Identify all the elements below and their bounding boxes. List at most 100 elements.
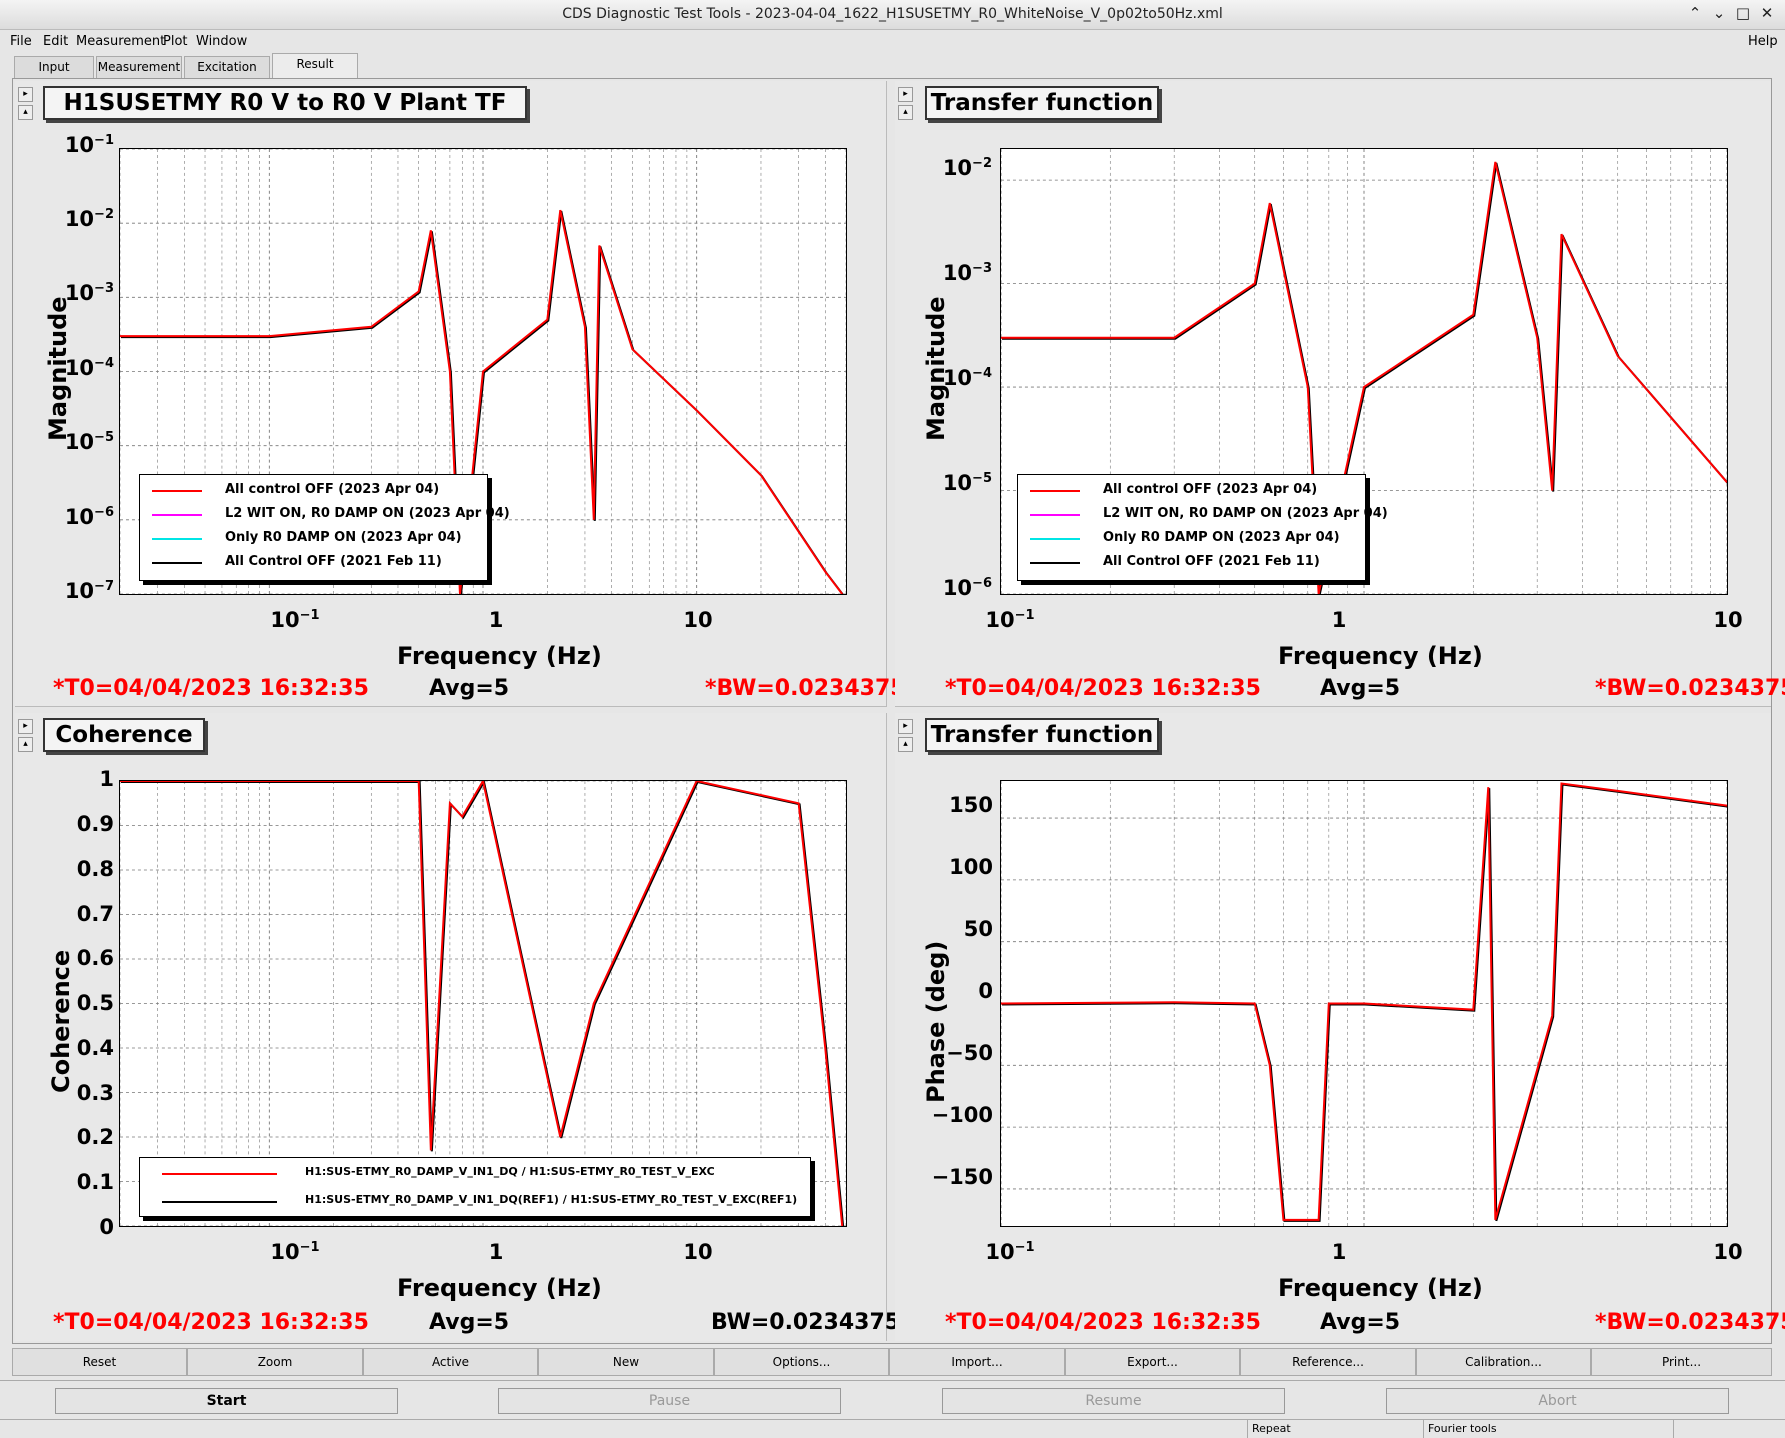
import-button[interactable]: Import...	[889, 1348, 1065, 1376]
menu-measurement[interactable]: Measurement	[76, 34, 166, 49]
tab-excitation[interactable]: Excitation	[184, 56, 270, 78]
result-panel: ▸ ▴ H1SUSETMY R0 V to R0 V Plant TF 10−1…	[12, 78, 1785, 1344]
new-button[interactable]: New	[538, 1348, 714, 1376]
tab-result[interactable]: Result	[272, 53, 358, 78]
pad-expand-icon[interactable]: ▸	[18, 719, 33, 734]
pad-magnitude-left[interactable]: ▸ ▴ H1SUSETMY R0 V to R0 V Plant TF 10−1…	[15, 81, 906, 707]
avg-label: Avg=5	[1320, 1310, 1401, 1335]
ytick: 10−2	[64, 207, 114, 231]
ytick: −50	[946, 1041, 993, 1065]
legend-entry: All Control OFF (2021 Feb 11)	[140, 551, 487, 575]
options-button[interactable]: Options...	[714, 1348, 889, 1376]
avg-label: Avg=5	[429, 1310, 510, 1335]
series-line	[1001, 782, 1727, 1221]
reset-button[interactable]: Reset	[12, 1348, 187, 1376]
avg-label: Avg=5	[1320, 676, 1401, 701]
legend[interactable]: All control OFF (2023 Apr 04) L2 WIT ON,…	[139, 474, 510, 581]
active-button[interactable]: Active	[363, 1348, 538, 1376]
plot-button-row: Reset Zoom Active New Options... Import.…	[12, 1348, 1772, 1376]
series-line-ref	[1001, 162, 1727, 594]
xtick: 10−1	[270, 1240, 320, 1264]
xtick: 10−1	[985, 1240, 1035, 1264]
status-empty	[1673, 1420, 1785, 1438]
reference-button[interactable]: Reference...	[1240, 1348, 1416, 1376]
plot-frame	[1000, 780, 1728, 1227]
menu-file[interactable]: File	[10, 34, 32, 49]
y-axis-label: Phase (deg)	[922, 940, 950, 1103]
pad-collapse-icon[interactable]: ▴	[18, 105, 33, 120]
bw-label: *BW=0.0234375	[1595, 1310, 1785, 1335]
xtick: 1	[488, 608, 504, 632]
xtick: 10	[683, 1240, 713, 1264]
pad-coherence[interactable]: ▸ ▴ Coherence 1 0.9 0.8 0.7 0.6 0.5 0.4 …	[15, 713, 900, 1341]
menu-help[interactable]: Help	[1748, 34, 1778, 49]
y-axis-label: Coherence	[47, 949, 75, 1093]
plot-frame	[119, 780, 847, 1227]
resume-button[interactable]: Resume	[942, 1388, 1285, 1414]
pad-expand-icon[interactable]: ▸	[898, 87, 913, 102]
ytick: 0.1	[76, 1170, 114, 1194]
legend[interactable]: H1:SUS-ETMY_R0_DAMP_V_IN1_DQ / H1:SUS-ET…	[139, 1157, 811, 1217]
pad-expand-icon[interactable]: ▸	[18, 87, 33, 102]
calibration-button[interactable]: Calibration...	[1416, 1348, 1591, 1376]
ytick: 0.4	[76, 1036, 114, 1060]
status-bar: Repeat Fourier tools	[0, 1420, 1785, 1438]
legend[interactable]: All control OFF (2023 Apr 04) L2 WIT ON,…	[1017, 474, 1388, 581]
ytick: 10−6	[942, 576, 992, 600]
status-repeat: Repeat	[1247, 1420, 1423, 1438]
ytick: 100	[949, 855, 993, 879]
pad-expand-icon[interactable]: ▸	[898, 719, 913, 734]
zoom-button[interactable]: Zoom	[187, 1348, 363, 1376]
menu-window[interactable]: Window	[196, 34, 248, 49]
xtick: 1	[488, 1240, 504, 1264]
legend-entry: L2 WIT ON, R0 DAMP ON (2023 Apr 04)	[140, 503, 510, 527]
pad-magnitude-right[interactable]: ▸ ▴ Transfer function 10−2 10−3 10−4 10−…	[895, 81, 1785, 707]
phase-plot	[1001, 781, 1727, 1226]
pad-phase[interactable]: ▸ ▴ Transfer function 150 100 50 0 −50 −…	[895, 713, 1785, 1341]
print-button[interactable]: Print...	[1591, 1348, 1772, 1376]
xtick: 10	[1713, 608, 1743, 632]
menu-plot[interactable]: Plot	[163, 34, 188, 49]
ytick: 10−6	[64, 505, 114, 529]
tab-measurement[interactable]: Measurement	[96, 56, 182, 78]
x-axis-label: Frequency (Hz)	[1278, 1274, 1483, 1302]
close-icon[interactable]: ✕	[1760, 4, 1774, 22]
ytick: −100	[931, 1103, 993, 1127]
pad-collapse-icon[interactable]: ▴	[898, 105, 913, 120]
plot-title: Coherence	[43, 718, 205, 752]
abort-button[interactable]: Abort	[1386, 1388, 1729, 1414]
ytick: 10−4	[64, 356, 114, 380]
menu-edit[interactable]: Edit	[43, 34, 69, 49]
start-button[interactable]: Start	[55, 1388, 398, 1414]
ytick: 10−5	[942, 471, 992, 495]
avg-label: Avg=5	[429, 676, 510, 701]
restore-icon[interactable]: ⌄	[1712, 4, 1726, 22]
control-button-row: Start Pause Resume Abort	[0, 1380, 1785, 1420]
ytick: 1	[99, 767, 114, 791]
menu-bar: File Edit Measurement Plot Window Help	[0, 30, 1785, 54]
ytick: 150	[949, 793, 993, 817]
x-axis-label: Frequency (Hz)	[1278, 642, 1483, 670]
legend-entry: L2 WIT ON, R0 DAMP ON (2023 Apr 04)	[1018, 503, 1388, 527]
ytick: 0.6	[76, 946, 114, 970]
series-line	[120, 209, 844, 594]
pad-collapse-icon[interactable]: ▴	[898, 737, 913, 752]
xtick: 1	[1331, 608, 1347, 632]
xtick: 10−1	[270, 608, 320, 632]
ytick: 0.7	[76, 902, 114, 926]
y-axis-label: Magnitude	[44, 296, 72, 441]
t0-label: *T0=04/04/2023 16:32:35	[53, 676, 369, 701]
tab-input[interactable]: Input	[14, 56, 94, 78]
maximize-icon[interactable]: □	[1735, 4, 1751, 22]
ytick: 10−1	[64, 133, 114, 157]
series-line	[1001, 161, 1727, 594]
pad-collapse-icon[interactable]: ▴	[18, 737, 33, 752]
title-bar: CDS Diagnostic Test Tools - 2023-04-04_1…	[0, 0, 1785, 30]
ytick: 10−5	[64, 430, 114, 454]
t0-label: *T0=04/04/2023 16:32:35	[945, 1310, 1261, 1335]
plot-title: H1SUSETMY R0 V to R0 V Plant TF	[43, 86, 527, 120]
pause-button[interactable]: Pause	[498, 1388, 841, 1414]
minimize-icon[interactable]: ⌃	[1688, 4, 1702, 22]
export-button[interactable]: Export...	[1065, 1348, 1240, 1376]
